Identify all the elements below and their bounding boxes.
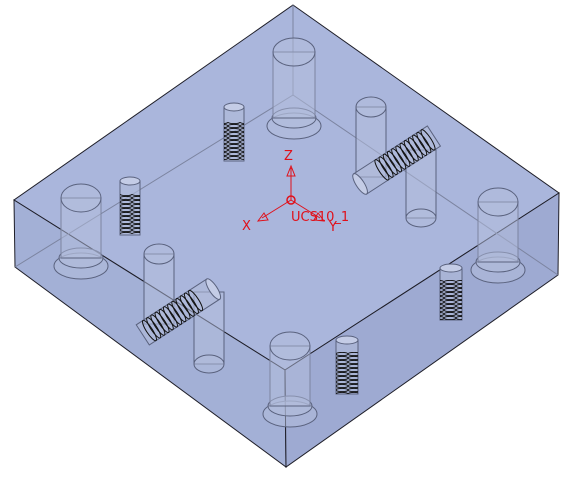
vertical-spring-3 [439, 263, 463, 321]
vertical-spring-2 [119, 176, 141, 236]
coordinate-system[interactable]: Z X Y UCS10_1 [242, 149, 349, 235]
y-axis [290, 199, 321, 219]
csys-origin-icon [286, 195, 296, 205]
diagonal-spring-right [352, 125, 442, 195]
csys-name-label: UCS10_1 [291, 210, 349, 225]
counterbore-hole-right [470, 187, 526, 284]
y-axis-arrow-icon [313, 212, 326, 222]
vertical-spring-1 [223, 102, 245, 162]
y-axis-label: Y [328, 220, 337, 235]
pin-hole-left [143, 243, 225, 374]
counterbore-hole-top [266, 37, 322, 140]
x-axis [261, 199, 292, 219]
z-axis-label: Z [284, 149, 293, 164]
counterbore-hole-front [262, 331, 318, 428]
vertical-spring-4 [335, 335, 359, 395]
counterbore-hole-left [53, 183, 109, 280]
diagonal-spring-left [135, 278, 222, 346]
x-axis-arrow-icon [256, 212, 269, 222]
z-axis-arrow-icon [286, 164, 296, 177]
x-axis-label: X [242, 219, 251, 234]
